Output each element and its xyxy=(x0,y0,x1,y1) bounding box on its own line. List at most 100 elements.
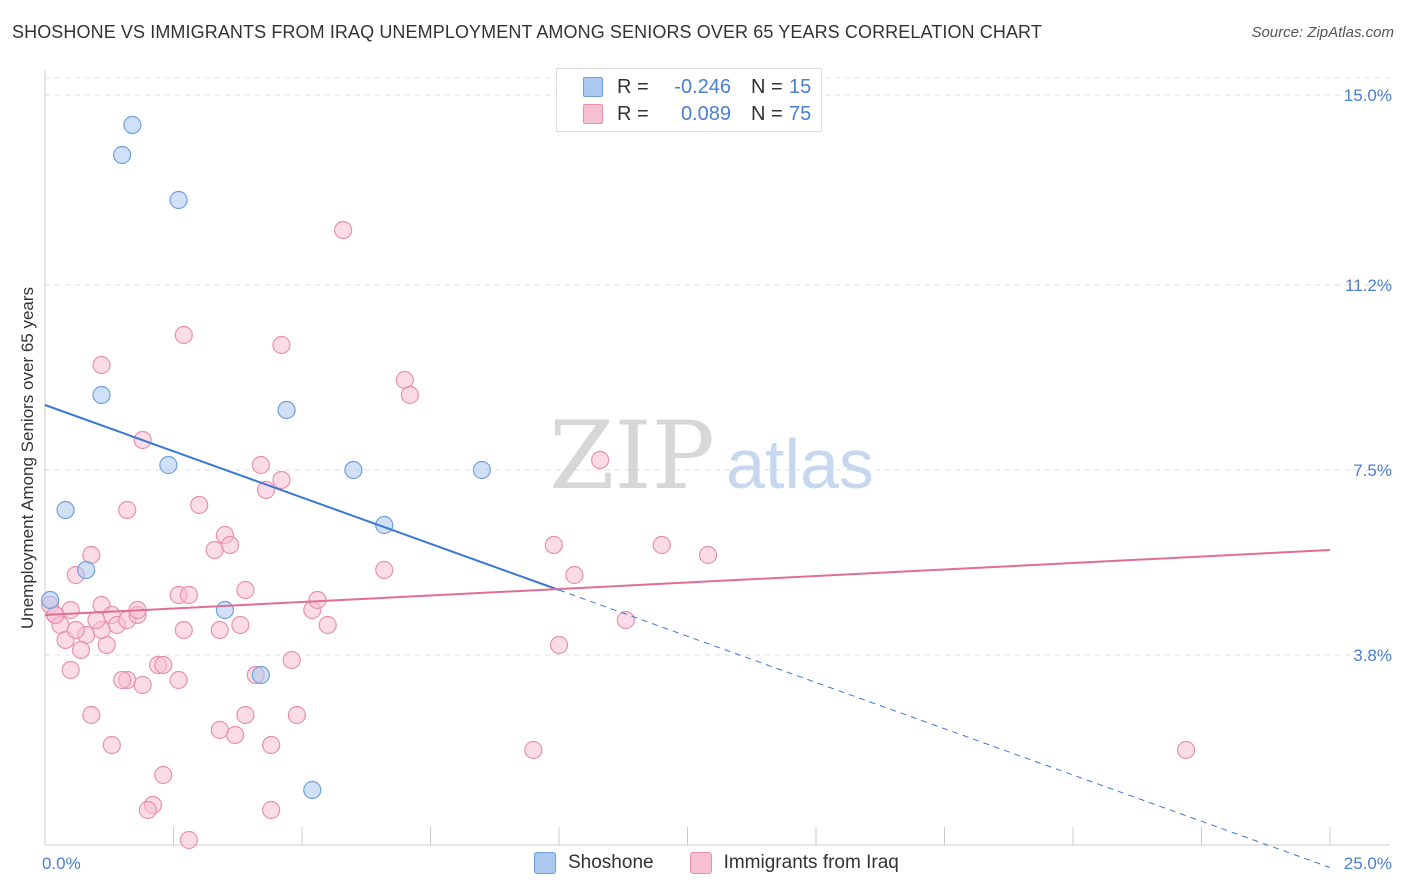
shoshone-points xyxy=(41,115,491,800)
legend-r-value: -0.246 xyxy=(674,75,731,98)
legend-swatch-shoshone xyxy=(583,77,603,97)
y-tick-label: 3.8% xyxy=(1353,646,1392,665)
iraq-point xyxy=(287,705,306,725)
legend-n-label: N = xyxy=(751,102,783,125)
shoshone-point xyxy=(159,455,178,475)
legend-swatch-shoshone xyxy=(534,852,556,874)
iraq-point xyxy=(231,615,250,635)
iraq-point xyxy=(1176,740,1196,760)
legend-n-value: 15 xyxy=(789,75,812,98)
chart-source: Source: ZipAtlas.com xyxy=(1251,24,1394,41)
series-legend: Shoshone Immigrants from Iraq xyxy=(534,852,899,874)
y-tick-label: 15.0% xyxy=(1344,86,1392,105)
axes-layer xyxy=(44,70,1390,846)
shoshone-point xyxy=(277,400,296,420)
correlation-legend: R = -0.246 N = 15 R = 0.089 N = 75 xyxy=(556,68,822,132)
iraq-point xyxy=(616,610,635,630)
iraq-point xyxy=(174,620,193,640)
x-tick-label: 0.0% xyxy=(42,854,81,873)
watermark-zip: ZIP xyxy=(549,402,715,511)
iraq-point xyxy=(190,495,209,515)
watermark: ZIP atlas xyxy=(549,402,874,511)
iraq-point xyxy=(210,720,229,740)
legend-n-label: N = xyxy=(751,75,783,98)
iraq-point xyxy=(61,600,80,620)
iraq-point xyxy=(334,220,353,240)
iraq-point xyxy=(210,620,229,640)
iraq-point xyxy=(524,740,543,760)
shoshone-point xyxy=(56,500,75,520)
shoshone-point xyxy=(41,590,60,610)
shoshone-point xyxy=(215,600,234,620)
shoshone-point xyxy=(169,190,188,210)
iraq-point xyxy=(549,635,569,655)
watermark-atlas: atlas xyxy=(726,425,874,503)
y-tick-label: 7.5% xyxy=(1353,461,1392,480)
legend-r-label: R = xyxy=(617,102,649,125)
iraq-point xyxy=(154,765,173,785)
legend-r-label: R = xyxy=(617,75,649,98)
iraq-point xyxy=(205,540,224,560)
legend-label-iraq: Immigrants from Iraq xyxy=(723,852,899,873)
shoshone-point xyxy=(472,460,491,480)
x-tick-label: 25.0% xyxy=(1344,854,1392,873)
iraq-point xyxy=(251,455,270,475)
shoshone-point xyxy=(123,115,142,135)
legend-r-value: 0.089 xyxy=(680,102,731,125)
iraq-point xyxy=(236,705,255,725)
iraq-trend-line xyxy=(44,549,1331,616)
iraq-point xyxy=(544,535,563,555)
iraq-point xyxy=(133,675,152,695)
iraq-point xyxy=(174,325,193,345)
iraq-point xyxy=(262,800,281,820)
legend-swatch-iraq xyxy=(583,104,603,124)
trend-lines xyxy=(44,404,1331,868)
legend-row-iraq: R = 0.089 N = 75 xyxy=(583,101,811,127)
iraq-point xyxy=(169,670,188,690)
iraq-point xyxy=(138,800,157,820)
iraq-point xyxy=(61,660,80,680)
iraq-point xyxy=(118,500,137,520)
iraq-point xyxy=(375,560,394,580)
y-axis-label: Unemployment Among Seniors over 65 years xyxy=(18,286,37,630)
iraq-point xyxy=(698,545,718,565)
iraq-point xyxy=(71,640,91,660)
iraq-point xyxy=(82,705,101,725)
tick-labels: 3.8% 7.5% 11.2% 15.0% 0.0% 25.0% xyxy=(42,86,1392,873)
legend-swatch-iraq xyxy=(689,852,712,874)
shoshone-point xyxy=(303,780,322,800)
chart-title: SHOSHONE VS IMMIGRANTS FROM IRAQ UNEMPLO… xyxy=(12,22,1042,42)
iraq-point xyxy=(87,610,106,630)
iraq-point xyxy=(262,735,281,755)
shoshone-trend-extension xyxy=(558,589,1331,868)
iraq-point xyxy=(652,535,671,555)
iraq-point xyxy=(282,650,301,670)
iraq-point xyxy=(318,615,337,635)
iraq-point xyxy=(272,470,291,490)
shoshone-point xyxy=(344,460,363,480)
iraq-point xyxy=(220,535,240,555)
legend-label-shoshone: Shoshone xyxy=(568,852,654,873)
iraq-point xyxy=(400,385,420,405)
shoshone-point xyxy=(92,385,111,405)
iraq-point xyxy=(92,355,111,375)
iraq-point xyxy=(154,655,173,675)
iraq-point xyxy=(565,565,584,585)
grid-layer xyxy=(45,77,1392,656)
shoshone-point xyxy=(112,145,132,165)
iraq-point xyxy=(272,335,291,355)
iraq-points xyxy=(41,220,1196,850)
legend-n-value: 75 xyxy=(789,102,812,125)
iraq-point xyxy=(591,450,610,470)
y-tick-label: 11.2% xyxy=(1345,276,1392,295)
legend-row-shoshone: R = -0.246 N = 15 xyxy=(583,74,811,100)
shoshone-point xyxy=(251,665,270,685)
iraq-point xyxy=(179,830,199,850)
iraq-point xyxy=(102,735,121,755)
iraq-point xyxy=(112,670,132,690)
iraq-point xyxy=(236,580,255,600)
shoshone-trend-line xyxy=(44,404,560,591)
iraq-point xyxy=(226,725,245,745)
shoshone-point xyxy=(77,560,96,580)
